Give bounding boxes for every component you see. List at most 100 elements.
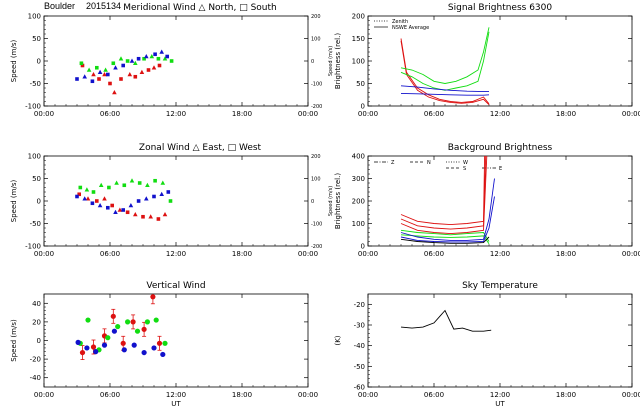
y-tick-label: -40	[354, 342, 365, 350]
data-point	[162, 56, 168, 61]
y-tick-label: 400	[352, 153, 365, 161]
data-point	[80, 63, 85, 68]
data-point	[90, 201, 95, 206]
data-point	[151, 65, 157, 70]
data-layer	[400, 156, 495, 245]
x-tick-label: 00:00	[298, 250, 318, 258]
data-point	[133, 74, 138, 79]
y-tick-label: 100	[28, 153, 41, 161]
x-tick-label: 06:00	[424, 110, 444, 118]
data-point	[119, 77, 123, 81]
data-layer	[75, 178, 173, 221]
chart-background: Background Brightness 0 100 200 300 400 00:00 0…	[334, 143, 640, 258]
data-point	[120, 340, 126, 346]
data-point	[160, 351, 166, 358]
y2-tick-label: 0	[311, 199, 314, 205]
data-point	[134, 328, 141, 334]
series-line	[400, 234, 490, 245]
x-tick-label: 12:00	[490, 250, 510, 258]
y-tick-label: 40	[32, 300, 41, 308]
data-point	[159, 49, 164, 54]
series-line	[400, 92, 490, 96]
data-point	[113, 209, 118, 215]
y-tick-label: -100	[25, 103, 41, 111]
data-point	[97, 69, 103, 75]
series-line	[400, 156, 487, 230]
data-point	[125, 319, 131, 325]
data-point	[133, 60, 138, 66]
data-point	[129, 178, 135, 183]
x-tick-label: 00:00	[358, 391, 378, 399]
y2-axis-label: Speed (m/s)	[328, 186, 334, 216]
y-axis-label: Speed (m/s)	[10, 319, 18, 362]
data-point	[85, 196, 91, 201]
y-tick-label: 300	[352, 175, 365, 183]
data-point	[110, 203, 114, 208]
x-tick-label: 12:00	[166, 391, 186, 399]
data-point	[108, 81, 112, 86]
data-point	[91, 72, 96, 77]
data-point	[162, 340, 168, 346]
data-point	[133, 212, 138, 217]
data-point	[111, 328, 117, 334]
chart-title: Signal Brightness 6300	[448, 3, 552, 13]
plot-frame	[43, 155, 309, 247]
y-axis-label: Brightness (rel.)	[334, 173, 342, 229]
data-point	[106, 72, 110, 77]
plot-frame	[43, 15, 309, 107]
data-point	[101, 342, 108, 348]
data-point	[85, 317, 91, 323]
data-point	[82, 74, 87, 79]
y-axis-label: Brightness (rel.)	[334, 33, 342, 89]
series-line	[400, 156, 488, 235]
data-point	[110, 313, 116, 319]
x-tick-label: 00:00	[622, 391, 640, 399]
data-point	[97, 77, 101, 81]
data-point	[84, 345, 90, 351]
chart-title: Vertical Wind	[146, 281, 205, 291]
data-point	[97, 203, 103, 208]
chart-signal: Signal Brightness 6300 0 50 100 150 200 00:00 0…	[334, 3, 640, 118]
chart-meridional: Meridional Wind △ North, □ South -100 -50 0…	[10, 3, 334, 118]
x-tick-label: 18:00	[556, 391, 576, 399]
series-line	[400, 38, 490, 105]
data-point	[77, 192, 81, 197]
header-date: 2015134	[86, 1, 122, 11]
series-line	[400, 236, 490, 244]
y-tick-label: 20	[32, 318, 41, 326]
y-axis-label: (K)	[334, 335, 342, 345]
x-tick-label: 00:00	[622, 110, 640, 118]
data-point	[95, 65, 99, 70]
x-tick-label: 06:00	[100, 391, 120, 399]
data-point	[160, 180, 166, 185]
x-tick-label: 00:00	[358, 110, 378, 118]
data-point	[90, 344, 97, 350]
data-point	[78, 185, 83, 190]
chart-zonal: Zonal Wind △ East, □ West -100 -50 0 50 100 -2…	[10, 143, 334, 258]
x-tick-label: 06:00	[424, 391, 444, 399]
x-tick-label: 00:00	[34, 250, 54, 258]
data-point	[75, 77, 79, 81]
x-tick-label: 00:00	[622, 250, 640, 258]
y-tick-label: -50	[354, 363, 365, 371]
data-point	[136, 56, 141, 61]
y-tick-label: 150	[352, 35, 365, 43]
y-tick-label: -50	[30, 80, 41, 88]
y-tick-label: 50	[32, 175, 41, 183]
data-point	[141, 326, 147, 332]
data-point	[112, 90, 117, 95]
data-point	[129, 58, 135, 63]
data-point	[86, 67, 92, 72]
data-point	[153, 52, 157, 57]
y-tick-label: 0	[361, 103, 365, 111]
data-point	[114, 180, 119, 185]
legend-label: S	[463, 166, 466, 172]
data-point	[149, 54, 155, 59]
data-point	[156, 217, 161, 221]
data-point	[90, 79, 95, 84]
series-line	[400, 229, 490, 242]
data-point	[157, 63, 162, 68]
data-point	[130, 319, 136, 325]
data-point	[146, 68, 151, 72]
data-point	[91, 190, 96, 194]
